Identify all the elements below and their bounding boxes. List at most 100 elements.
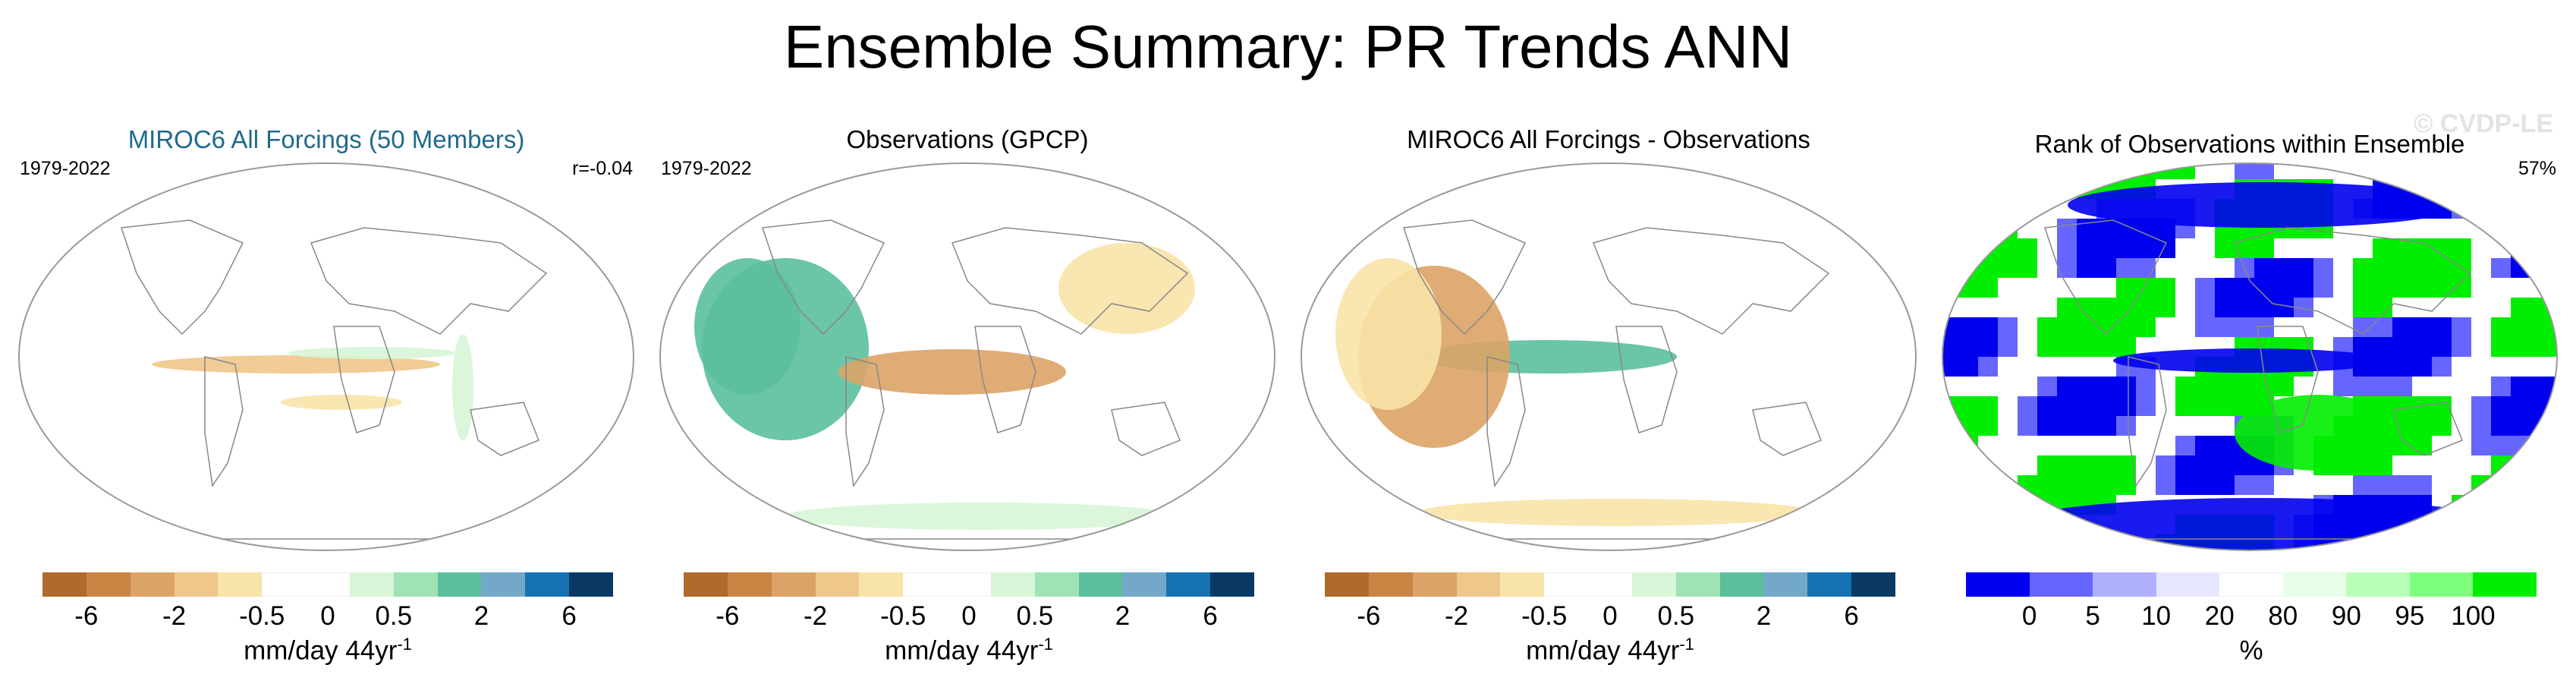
grid-cell	[2392, 475, 2412, 495]
colorbar-swatch	[174, 572, 219, 597]
grid-cell	[2452, 317, 2471, 337]
grid-cell	[2175, 436, 2195, 455]
grid-cell	[2018, 199, 2037, 219]
grid-cell	[1942, 515, 1958, 534]
grid-cell	[2491, 396, 2511, 416]
grid-cell	[2254, 298, 2274, 317]
grid-cell	[1942, 278, 1958, 298]
grid-cell	[2452, 298, 2471, 317]
grid-cell	[2156, 475, 2175, 495]
grid-cell	[2254, 258, 2274, 278]
colorbar-rank: % 0 5 10 20 80 90 95 100	[1966, 572, 2537, 666]
colorbar-units: %	[2239, 635, 2263, 666]
grid-cell	[2333, 475, 2353, 495]
grid-cell	[2057, 238, 2077, 258]
grid-cell	[2392, 258, 2412, 278]
map-outline	[18, 162, 634, 551]
colorbar-swatch	[42, 572, 87, 597]
grid-cell	[2057, 455, 2077, 475]
grid-cell	[2195, 377, 2215, 396]
panel-title: Rank of Observations within Ensemble	[2034, 130, 2465, 158]
colorbar-swatch	[903, 572, 948, 597]
grid-cell	[2550, 357, 2557, 377]
grid-cell	[2274, 377, 2294, 396]
colorbar-swatch	[569, 572, 614, 597]
grid-cell	[1942, 238, 1958, 258]
grid-cell	[2057, 377, 2077, 396]
grid-cell	[2313, 278, 2333, 298]
grid-cell	[2452, 455, 2471, 475]
grid-cell	[2077, 219, 2096, 238]
grid-cell	[2077, 278, 2096, 298]
grid-cell	[1958, 163, 1978, 179]
grid-cell	[2156, 298, 2175, 317]
grid-cell	[2195, 258, 2215, 278]
grid-cell	[1978, 199, 1998, 219]
grid-cell	[2136, 416, 2156, 436]
grid-cell	[2412, 163, 2432, 179]
grid-cell	[2550, 436, 2557, 455]
colorbar-swatch	[525, 572, 570, 597]
grid-cell	[2018, 534, 2037, 550]
grid-cell	[2313, 258, 2333, 278]
grid-cell	[2018, 436, 2037, 455]
grid-cell	[2195, 278, 2215, 298]
coastline	[761, 219, 885, 336]
grid-cell	[2037, 317, 2057, 337]
grid-cell	[2511, 377, 2530, 396]
grid-cell	[1978, 298, 1998, 317]
grid-cell	[2491, 219, 2511, 238]
grid-cell	[2412, 337, 2432, 357]
colorbar-tick-label: 80	[2268, 601, 2298, 631]
grid-cell	[2077, 377, 2096, 396]
grid-cell	[2530, 515, 2550, 534]
grid-cell	[2511, 515, 2530, 534]
colorbar-swatch	[1851, 572, 1896, 597]
grid-cell	[2294, 377, 2313, 396]
grid-cell	[2550, 475, 2557, 495]
grid-cell	[2096, 337, 2116, 357]
colorbar-tick-label: 6	[561, 601, 577, 631]
grid-cell	[2116, 436, 2136, 455]
grid-cell	[2491, 436, 2511, 455]
colorbar-swatch	[1325, 572, 1370, 597]
grid-cell	[1942, 416, 1958, 436]
grid-cell	[1958, 357, 1978, 377]
grid-cell	[2215, 238, 2235, 258]
grid-cell	[2294, 238, 2313, 258]
grid-cell	[2432, 258, 2452, 278]
grid-cell	[2175, 455, 2195, 475]
grid-cell	[2313, 238, 2333, 258]
grid-cell	[2018, 455, 2037, 475]
grid-cell	[2175, 416, 2195, 436]
colorbar-swatch	[437, 572, 482, 597]
grid-cell	[2392, 337, 2412, 357]
grid-cell	[2057, 475, 2077, 495]
grid-cell	[2412, 455, 2432, 475]
grid-cell	[2550, 278, 2557, 298]
grid-cell	[2235, 298, 2254, 317]
grid-cell	[2195, 416, 2215, 436]
grid-cell	[2491, 377, 2511, 396]
grid-cell	[1978, 317, 1998, 337]
grid-cell	[2175, 278, 2195, 298]
grid-cell	[2530, 534, 2550, 550]
grid-cell	[1998, 238, 2018, 258]
grid-cell	[2116, 238, 2136, 258]
grid-cell	[2432, 317, 2452, 337]
grid-cell	[2412, 534, 2432, 550]
grid-cell	[2452, 475, 2471, 495]
grid-cell	[2491, 337, 2511, 357]
grid-cell	[2432, 163, 2452, 179]
grid-cell	[2353, 258, 2373, 278]
colorbar-tick-label: -6	[1357, 601, 1381, 631]
grid-cell	[2511, 317, 2530, 337]
grid-cell	[2550, 219, 2557, 238]
grid-cell	[2235, 377, 2254, 396]
grid-cell	[2491, 317, 2511, 337]
grid-cell	[2471, 495, 2491, 515]
colorbar-tick-label: 100	[2451, 601, 2496, 631]
grid-cell	[2156, 317, 2175, 337]
grid-cell	[2550, 298, 2557, 317]
grid-cell	[2530, 238, 2550, 258]
